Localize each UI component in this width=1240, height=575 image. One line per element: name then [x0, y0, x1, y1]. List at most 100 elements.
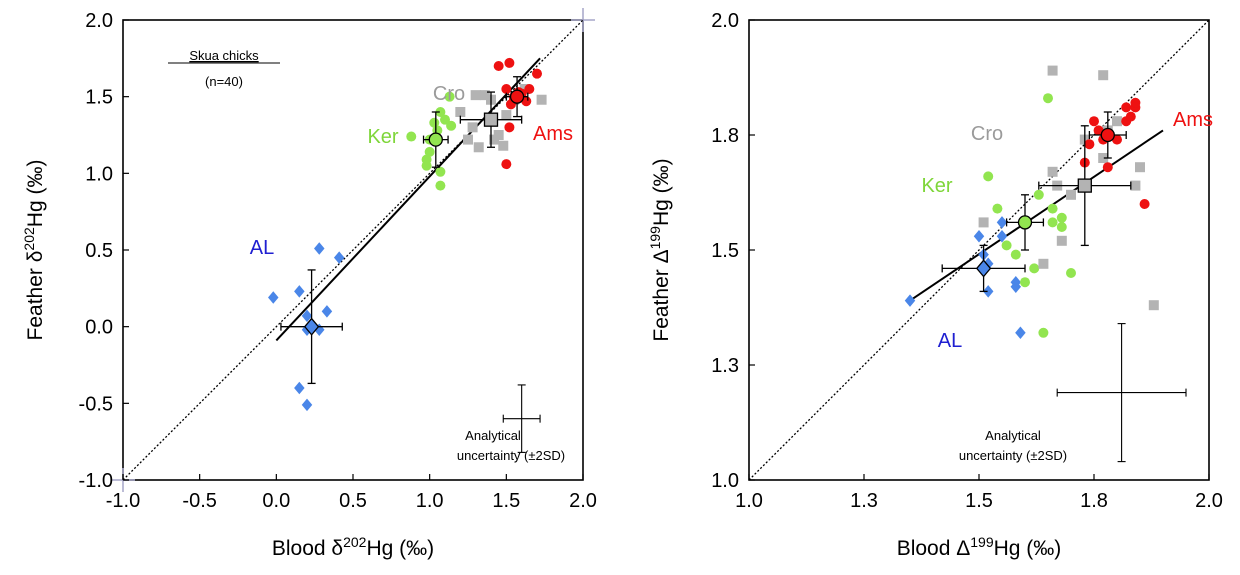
data-point-cro: [479, 90, 490, 101]
data-point-cro: [463, 134, 473, 145]
x-tick-label: 2.0: [569, 490, 597, 512]
data-point-cro: [1130, 180, 1141, 191]
group-label-cro: Cro: [433, 83, 465, 105]
group-label-al: AL: [938, 330, 962, 352]
one-to-one-line: [122, 19, 584, 481]
x-tick-label: 1.0: [416, 490, 444, 512]
mean-marker-ams: [1100, 127, 1115, 143]
uncertainty-label: Analytical: [465, 428, 521, 443]
data-point-cro: [1112, 116, 1122, 127]
uncertainty-label: uncertainty (±2SD): [959, 448, 1067, 463]
y-tick-label: 0.0: [85, 317, 113, 339]
y-tick-label: 1.8: [711, 125, 739, 147]
uncertainty-label: Analytical: [985, 428, 1041, 443]
data-point-ams: [532, 68, 542, 79]
data-point-cro: [1066, 189, 1076, 200]
y-tick-label: 2.0: [711, 10, 739, 32]
data-point-cro: [1148, 300, 1159, 311]
data-point-cro: [1056, 235, 1067, 246]
data-point-ker: [429, 117, 440, 128]
x-tick-label: 0.5: [339, 490, 367, 512]
data-point-ker: [983, 171, 994, 182]
x-tick-label: 1.8: [1080, 490, 1108, 512]
data-point-cro: [1135, 162, 1145, 173]
group-label-ams: Ams: [533, 123, 573, 145]
mean-marker-cro: [1077, 178, 1092, 193]
data-point-ams: [504, 122, 515, 133]
data-point-ams: [1125, 111, 1136, 122]
data-point-cro: [501, 110, 512, 121]
mean-marker-ker: [428, 132, 443, 147]
data-point-cro: [978, 217, 989, 228]
mean-marker-cro: [483, 112, 499, 127]
y-tick-label: -1.0: [79, 470, 113, 492]
y-tick-label: 1.0: [711, 470, 739, 492]
data-point-cro: [455, 107, 466, 117]
data-point-cro: [467, 122, 478, 133]
regression-line: [275, 57, 541, 342]
data-point-ker: [1043, 93, 1053, 104]
x-tick-label: -0.5: [182, 490, 216, 512]
data-point-ams: [1084, 139, 1095, 150]
data-point-ams: [1102, 162, 1113, 173]
group-label-ker: Ker: [367, 126, 398, 148]
data-point-ker: [1029, 263, 1040, 274]
data-point-ker: [440, 114, 450, 125]
data-point-ams: [1139, 199, 1150, 209]
group-label-ker: Ker: [921, 175, 952, 197]
data-point-ker: [446, 120, 457, 131]
data-point-ker: [1010, 249, 1021, 260]
data-point-ker: [435, 180, 446, 191]
data-point-ams: [1121, 102, 1132, 113]
data-point-cro: [493, 130, 504, 140]
data-point-cro: [1038, 258, 1049, 269]
group-label-al: AL: [250, 237, 274, 259]
data-point-ker: [435, 166, 446, 177]
data-point-al: [904, 294, 916, 307]
one-to-one-line: [748, 19, 1210, 481]
data-point-ams: [501, 84, 512, 94]
x-tick-label: 2.0: [1195, 490, 1223, 512]
data-point-cro: [1098, 70, 1109, 81]
x-tick-label: -1.0: [106, 490, 140, 512]
data-point-ams: [504, 57, 515, 68]
y-tick-label: 1.3: [711, 355, 739, 377]
data-point-al: [301, 398, 313, 412]
data-point-al: [973, 229, 985, 243]
x-tick-label: 0.0: [262, 490, 290, 512]
data-point-ams: [493, 61, 504, 71]
data-point-cro: [470, 90, 481, 101]
data-point-ker: [421, 154, 432, 165]
data-point-ker: [1020, 277, 1030, 288]
data-point-al: [314, 242, 325, 255]
data-point-ker: [1056, 222, 1067, 232]
data-point-ker: [1001, 240, 1012, 251]
y-tick-label: 1.0: [85, 163, 113, 185]
data-point-ker: [992, 203, 1003, 214]
data-point-cro: [536, 94, 547, 105]
data-point-cro: [473, 142, 484, 153]
y-tick-label: 0.5: [85, 240, 113, 262]
data-point-ker: [444, 91, 455, 102]
data-point-al: [996, 216, 1008, 229]
y-axis-label: Feather Δ199Hg (‰): [647, 158, 673, 341]
data-point-al: [321, 305, 333, 318]
data-point-ker: [1038, 327, 1049, 338]
data-point-al: [268, 291, 279, 304]
data-point-ker: [435, 107, 446, 117]
group-label-ams: Ams: [1173, 109, 1213, 131]
inset-n: (n=40): [205, 74, 243, 89]
x-tick-label: 1.0: [735, 490, 763, 512]
data-point-al: [301, 309, 313, 323]
data-point-ker: [406, 131, 417, 142]
mean-marker-al: [303, 317, 320, 336]
data-point-al: [294, 285, 305, 298]
data-point-ker: [1047, 203, 1058, 214]
x-tick-label: 1.5: [492, 490, 520, 512]
data-point-al: [1015, 326, 1026, 340]
data-point-ker: [424, 146, 435, 157]
data-point-ker: [1066, 268, 1076, 278]
data-point-cro: [1047, 166, 1058, 177]
mean-marker-ams: [509, 89, 525, 104]
